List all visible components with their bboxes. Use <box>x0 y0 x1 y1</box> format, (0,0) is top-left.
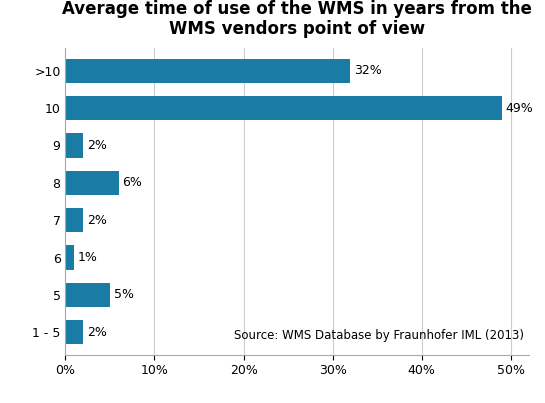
Bar <box>65 171 119 195</box>
Text: Source: WMS Database by Fraunhofer IML (2013): Source: WMS Database by Fraunhofer IML (… <box>234 329 524 343</box>
Bar <box>65 245 74 270</box>
Text: 32%: 32% <box>354 64 382 77</box>
Text: 1%: 1% <box>78 251 98 264</box>
Bar <box>65 283 110 307</box>
Text: 2%: 2% <box>87 139 107 152</box>
Title: Average time of use of the WMS in years from the
WMS vendors point of view: Average time of use of the WMS in years … <box>62 0 532 38</box>
Bar <box>65 58 350 83</box>
Bar <box>65 320 83 345</box>
Text: 2%: 2% <box>87 326 107 339</box>
Text: 2%: 2% <box>87 214 107 226</box>
Text: 49%: 49% <box>506 102 533 114</box>
Bar <box>65 208 83 232</box>
Bar <box>65 96 502 120</box>
Text: 6%: 6% <box>123 177 142 189</box>
Bar <box>65 133 83 158</box>
Text: 5%: 5% <box>113 289 134 301</box>
